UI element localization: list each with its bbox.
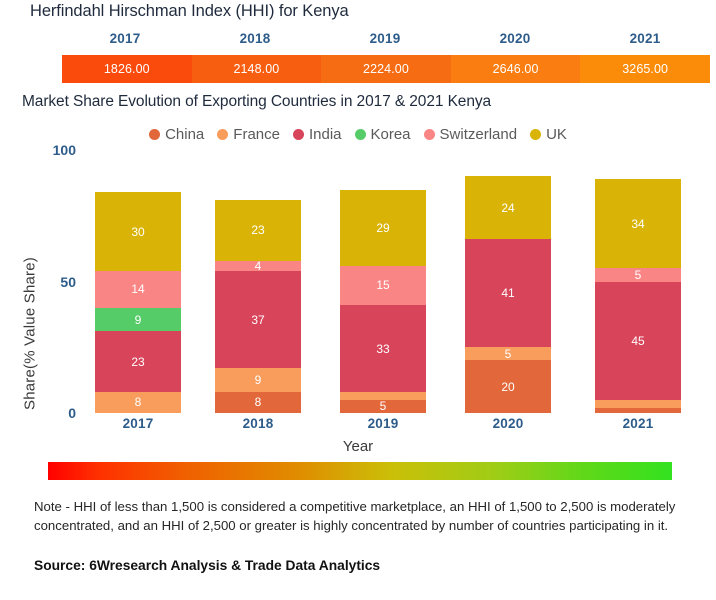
legend-item-china[interactable]: China (149, 126, 204, 143)
legend-swatch-icon (149, 129, 161, 140)
legend-item-label: Switzerland (439, 126, 518, 143)
bar-segment-india[interactable]: 37 (215, 271, 301, 369)
hhi-value-cell: 2224.00 (321, 55, 451, 83)
hhi-value-cell: 3265.00 (580, 55, 710, 83)
hhi-year-2021: 2021 (629, 31, 661, 46)
bar-segment-value: 33 (376, 341, 390, 356)
bar-segment-korea[interactable]: 9 (95, 307, 181, 332)
hhi-value-cell: 1826.00 (62, 55, 192, 83)
legend-item-label: UK (546, 126, 567, 143)
bar-segment-uk[interactable]: 24 (465, 176, 551, 240)
legend-item-uk[interactable]: UK (530, 126, 567, 143)
y-axis-label: Share(% Value Share) (21, 257, 39, 410)
hhi-value-bar: 1826.00 2148.00 2224.00 2646.00 3265.00 (62, 55, 710, 83)
bar-segment-india[interactable]: 41 (465, 239, 551, 348)
bar-segment-value: 41 (501, 286, 515, 301)
bar-segment-switzerland[interactable]: 5 (595, 268, 681, 282)
bar-segment-value: 9 (254, 373, 262, 388)
chart-legend: China France India Korea Switzerland UK (0, 126, 716, 143)
y-tick-50: 50 (60, 273, 76, 290)
legend-item-label: China (165, 126, 205, 143)
bar-segment-value: 5 (379, 399, 387, 413)
legend-item-france[interactable]: France (217, 126, 280, 143)
legend-swatch-icon (354, 129, 366, 140)
bar-segment-switzerland[interactable]: 15 (340, 265, 426, 306)
bar-segment-uk[interactable]: 34 (595, 178, 681, 269)
bar-segment-switzerland[interactable]: 4 (215, 260, 301, 272)
chart-title: Market Share Evolution of Exporting Coun… (22, 93, 492, 110)
bar-segment-value: 45 (631, 333, 645, 348)
y-tick-100: 100 (52, 142, 76, 158)
bar-segment-value: 23 (131, 354, 145, 369)
legend-swatch-icon (530, 129, 542, 140)
bar-segment-value: 5 (634, 268, 642, 282)
hhi-value-cell: 2646.00 (450, 55, 581, 83)
bar-segment-uk[interactable]: 29 (340, 189, 426, 266)
bar-segment-china[interactable]: 8 (215, 391, 301, 413)
bar-segment-value: 5 (504, 347, 512, 361)
bar-segment-value: 37 (251, 312, 265, 327)
bar-segment-india[interactable]: 23 (95, 331, 181, 392)
bar-segment-value: 8 (254, 395, 262, 410)
bar-column-2017[interactable]: 8 23 9 14 30 (95, 192, 181, 413)
footer-note: Note - HHI of less than 1,500 is conside… (34, 499, 676, 533)
bar-segment-value: 29 (376, 220, 390, 235)
hhi-title: Herfindahl Hirschman Index (HHI) for Ken… (30, 2, 349, 20)
bar-segment-value: 30 (131, 224, 145, 239)
legend-item-label: Korea (370, 126, 411, 143)
bar-segment-uk[interactable]: 30 (95, 192, 181, 272)
bar-column-2021[interactable]: 45 5 34 (595, 178, 681, 413)
bar-segment-china[interactable]: 5 (340, 399, 426, 413)
y-tick-0: 0 (68, 405, 76, 421)
bar-segment-india[interactable]: 45 (595, 281, 681, 400)
hhi-year-header-row: 2017 2018 2019 2020 2021 (60, 31, 710, 49)
bar-column-2018[interactable]: 8 9 37 4 23 (215, 200, 301, 413)
legend-swatch-icon (292, 129, 304, 140)
bar-column-2019[interactable]: 5 33 15 29 (340, 189, 426, 413)
bar-segment-value: 23 (251, 223, 265, 238)
legend-swatch-icon (217, 129, 229, 140)
bar-segment-value: 15 (376, 278, 390, 293)
legend-item-india[interactable]: India (292, 126, 342, 143)
bar-segment-value: 8 (134, 395, 142, 410)
x-axis-label: Year (342, 438, 374, 455)
bar-segment-france[interactable] (595, 399, 681, 408)
hhi-year-2017: 2017 (109, 31, 141, 46)
bar-segment-switzerland[interactable]: 14 (95, 271, 181, 308)
legend-item-korea[interactable]: Korea (354, 126, 411, 143)
bar-segment-value: 20 (501, 379, 515, 394)
bar-segment-france[interactable] (340, 391, 426, 400)
bar-segment-value: 34 (631, 216, 645, 231)
footer-source: Source: 6Wresearch Analysis & Trade Data… (34, 558, 381, 573)
hhi-year-2020: 2020 (499, 31, 531, 46)
bar-segment-uk[interactable]: 23 (215, 200, 301, 261)
x-tick-2019: 2019 (367, 416, 399, 431)
plot-area: Share(% Value Share) 0 50 100 8 23 9 14 30 2017… (0, 142, 716, 455)
bar-segment-france[interactable]: 5 (465, 347, 551, 361)
bar-segment-france[interactable]: 8 (95, 391, 181, 413)
bar-segment-value: 4 (254, 260, 262, 272)
hhi-value-cell: 2148.00 (191, 55, 322, 83)
bar-column-2020[interactable]: 20 5 41 24 (465, 176, 551, 413)
legend-item-label: India (308, 126, 342, 143)
bar-segment-china[interactable]: 20 (465, 360, 551, 413)
x-tick-2020: 2020 (492, 416, 524, 431)
hhi-year-2018: 2018 (239, 31, 271, 46)
bar-segment-india[interactable]: 33 (340, 305, 426, 392)
bar-segment-china[interactable] (595, 407, 681, 413)
bar-segment-value: 24 (501, 200, 515, 215)
hhi-gradient-scale (48, 462, 672, 480)
x-tick-2021: 2021 (622, 416, 654, 431)
bar-group: 8 23 9 14 30 2017 8 9 37 4 23 2018 5 33 15 29 2019 20 5 41 2… (95, 150, 695, 431)
x-tick-2018: 2018 (242, 416, 274, 431)
bar-segment-value: 14 (131, 282, 145, 297)
legend-swatch-icon (423, 129, 435, 140)
legend-item-switzerland[interactable]: Switzerland (423, 126, 518, 143)
x-tick-2017: 2017 (122, 416, 154, 431)
bar-segment-value: 9 (134, 312, 142, 327)
hhi-year-2019: 2019 (369, 31, 401, 46)
bar-segment-france[interactable]: 9 (215, 368, 301, 392)
legend-item-label: France (233, 126, 280, 143)
